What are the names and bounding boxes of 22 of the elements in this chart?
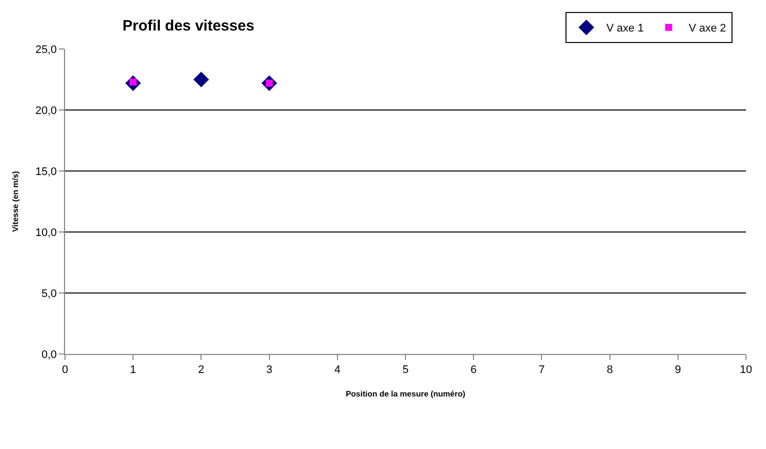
y-tick-label: 5,0 [42,288,57,300]
legend-label: V axe 2 [688,22,726,35]
y-tick-label: 0,0 [42,348,57,361]
x-tick-label: 4 [334,364,340,376]
x-tick-label: 8 [606,364,613,376]
x-tick-label: 9 [674,364,681,376]
x-tick-label: 2 [198,364,204,376]
x-tick-label: 5 [402,364,409,376]
y-tick-label: 25,0 [35,44,57,56]
chart-title: Profil des vitesses [122,18,254,35]
x-tick-label: 7 [538,364,545,376]
x-tick-label: 0 [62,364,68,376]
x-tick-label: 1 [130,364,136,376]
x-tick-label: 10 [740,364,752,376]
x-tick-label: 3 [266,364,272,376]
y-tick-label: 15,0 [35,166,57,178]
x-axis-title: Position de la mesure (numéro) [346,389,466,398]
y-tick-label: 20,0 [35,104,57,117]
x-tick-label: 6 [470,364,477,376]
y-tick-label: 10,0 [35,226,57,239]
y-axis-title: Vitesse (en m/s) [11,170,20,232]
legend-label: V axe 1 [606,22,644,35]
